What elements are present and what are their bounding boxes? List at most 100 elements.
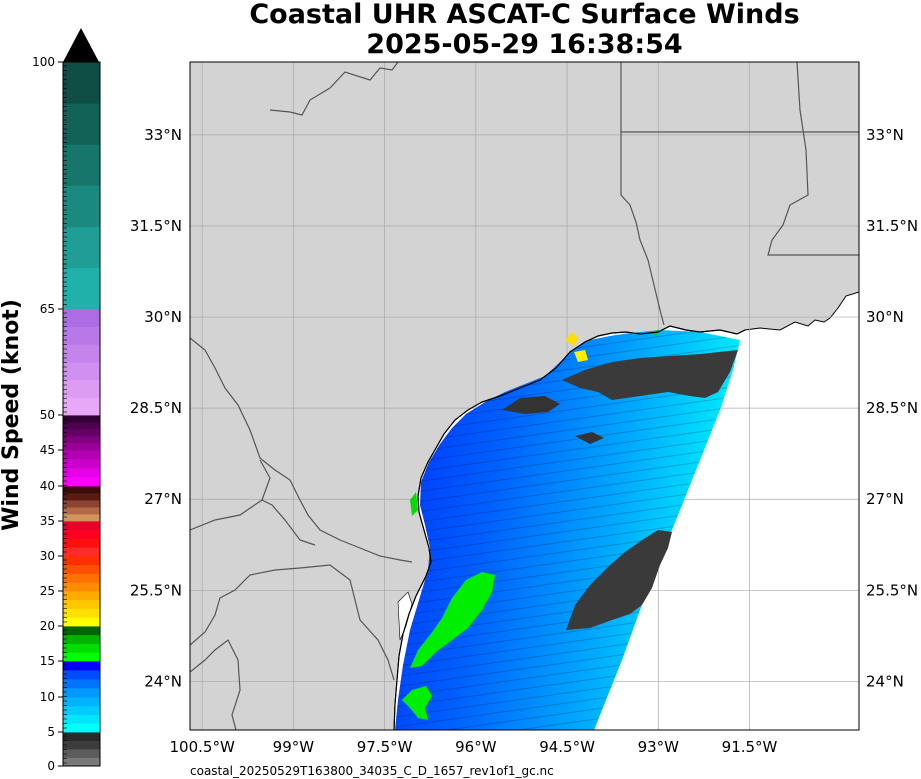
colorbar-swatch bbox=[63, 705, 100, 715]
lat-label-left: 31.5°N bbox=[130, 217, 182, 235]
lat-label-right: 28.5°N bbox=[866, 399, 918, 417]
colorbar-tick-label: 20 bbox=[40, 619, 55, 633]
colorbar-segments bbox=[62, 61, 101, 767]
lon-label: 99°W bbox=[273, 738, 315, 756]
colorbar-swatch bbox=[63, 429, 100, 437]
colorbar-swatch bbox=[63, 556, 100, 566]
colorbar-tick-label: 30 bbox=[40, 549, 55, 563]
colorbar-swatch bbox=[63, 500, 100, 508]
lat-label-left: 33°N bbox=[144, 126, 182, 144]
lon-label: 97.5°W bbox=[357, 738, 413, 756]
lat-label-left: 28.5°N bbox=[130, 399, 182, 417]
colorbar-swatch bbox=[63, 144, 100, 186]
colorbar-tick-label: 5 bbox=[47, 725, 55, 739]
colorbar-swatch bbox=[63, 477, 100, 487]
colorbar-swatch bbox=[63, 538, 100, 548]
colorbar-swatch bbox=[63, 661, 100, 671]
colorbar-swatch bbox=[63, 591, 100, 601]
colorbar-tick-label: 15 bbox=[40, 654, 55, 668]
colorbar-swatch bbox=[63, 267, 100, 310]
lat-label-right: 33°N bbox=[866, 126, 904, 144]
colorbar-swatch bbox=[63, 185, 100, 228]
source-filename: coastal_20250529T163800_34035_C_D_1657_r… bbox=[190, 764, 554, 778]
lat-label-right: 30°N bbox=[866, 308, 904, 326]
colorbar-swatch bbox=[63, 493, 100, 501]
colorbar-tick-label: 100 bbox=[32, 55, 55, 69]
colorbar-extend-arrow bbox=[63, 28, 99, 62]
colorbar-swatch bbox=[63, 514, 100, 522]
colorbar-swatch bbox=[63, 529, 100, 539]
colorbar-tick-label: 65 bbox=[40, 302, 55, 316]
lon-label: 96°W bbox=[455, 738, 497, 756]
colorbar-swatch bbox=[63, 422, 100, 430]
colorbar-swatch bbox=[63, 468, 100, 478]
colorbar-swatch bbox=[63, 679, 100, 689]
colorbar-swatch bbox=[63, 344, 100, 363]
colorbar-swatch bbox=[63, 723, 100, 733]
colorbar-swatch bbox=[63, 732, 100, 741]
colorbar-swatch bbox=[63, 634, 100, 644]
colorbar-swatch bbox=[63, 564, 100, 574]
colorbar-swatch bbox=[63, 670, 100, 680]
lon-label: 93°W bbox=[638, 738, 680, 756]
lat-label-right: 25.5°N bbox=[866, 581, 918, 599]
colorbar-swatch bbox=[63, 103, 100, 145]
lon-labels: 100.5°W 99°W 97.5°W 96°W 94.5°W 93°W 91.5°W bbox=[170, 738, 778, 756]
colorbar-swatch bbox=[63, 617, 100, 627]
coastline bbox=[393, 325, 746, 730]
lon-label: 91.5°W bbox=[722, 738, 778, 756]
colorbar-swatch bbox=[63, 697, 100, 707]
colorbar-tick-label: 50 bbox=[40, 408, 55, 422]
colorbar-swatch bbox=[63, 309, 100, 328]
colorbar-tick-label: 40 bbox=[40, 479, 55, 493]
colorbar-swatch bbox=[63, 740, 100, 750]
lon-label: 100.5°W bbox=[170, 738, 235, 756]
colorbar: 0 5 10 15 20 25 30 35 40 45 50 65 100 Wind Speed (kn… bbox=[0, 28, 101, 773]
colorbar-swatch bbox=[63, 436, 100, 444]
colorbar-tick-label: 0 bbox=[47, 759, 55, 773]
colorbar-swatch bbox=[63, 582, 100, 592]
colorbar-tick-label: 35 bbox=[40, 514, 55, 528]
colorbar-label: Wind Speed (knot) bbox=[0, 299, 24, 531]
colorbar-swatch bbox=[63, 757, 100, 767]
lat-label-left: 27°N bbox=[144, 490, 182, 508]
colorbar-ticks: 0 5 10 15 20 25 30 35 40 45 50 65 100 bbox=[32, 55, 63, 773]
colorbar-swatch bbox=[63, 521, 100, 531]
colorbar-swatch bbox=[63, 599, 100, 609]
colorbar-swatch bbox=[63, 443, 100, 451]
colorbar-swatch bbox=[63, 714, 100, 724]
map-frame bbox=[189, 61, 860, 731]
colorbar-swatch bbox=[63, 415, 100, 423]
lat-labels-right: 33°N 31.5°N 30°N 28.5°N 27°N 25.5°N 24°N bbox=[866, 126, 918, 691]
colorbar-swatch bbox=[63, 643, 100, 653]
borders bbox=[190, 62, 859, 730]
colorbar-tick-label: 45 bbox=[40, 443, 55, 457]
colorbar-swatch bbox=[63, 397, 100, 416]
lat-label-left: 30°N bbox=[144, 308, 182, 326]
lat-label-left: 24°N bbox=[144, 672, 182, 690]
colorbar-swatch bbox=[63, 486, 100, 494]
colorbar-swatch bbox=[63, 547, 100, 557]
lat-label-right: 24°N bbox=[866, 672, 904, 690]
colorbar-swatch bbox=[63, 688, 100, 698]
colorbar-swatch bbox=[63, 749, 100, 758]
colorbar-swatch bbox=[63, 379, 100, 398]
colorbar-swatch bbox=[63, 608, 100, 618]
colorbar-swatch bbox=[63, 62, 100, 104]
colorbar-swatch bbox=[63, 626, 100, 636]
figure-title-line2: 2025-05-29 16:38:54 bbox=[366, 29, 683, 60]
lat-label-left: 25.5°N bbox=[130, 581, 182, 599]
colorbar-tick-label: 10 bbox=[40, 690, 55, 704]
colorbar-swatch bbox=[63, 326, 100, 345]
colorbar-swatch bbox=[63, 450, 100, 460]
colorbar-swatch bbox=[63, 226, 100, 269]
colorbar-swatch bbox=[63, 459, 100, 469]
colorbar-swatch bbox=[63, 573, 100, 583]
lat-labels-left: 33°N 31.5°N 30°N 28.5°N 27°N 25.5°N 24°N bbox=[130, 126, 182, 691]
colorbar-swatch bbox=[63, 507, 100, 515]
lat-label-right: 31.5°N bbox=[866, 217, 918, 235]
lon-label: 94.5°W bbox=[539, 738, 595, 756]
colorbar-tick-label: 25 bbox=[40, 584, 55, 598]
colorbar-swatch bbox=[63, 362, 100, 381]
